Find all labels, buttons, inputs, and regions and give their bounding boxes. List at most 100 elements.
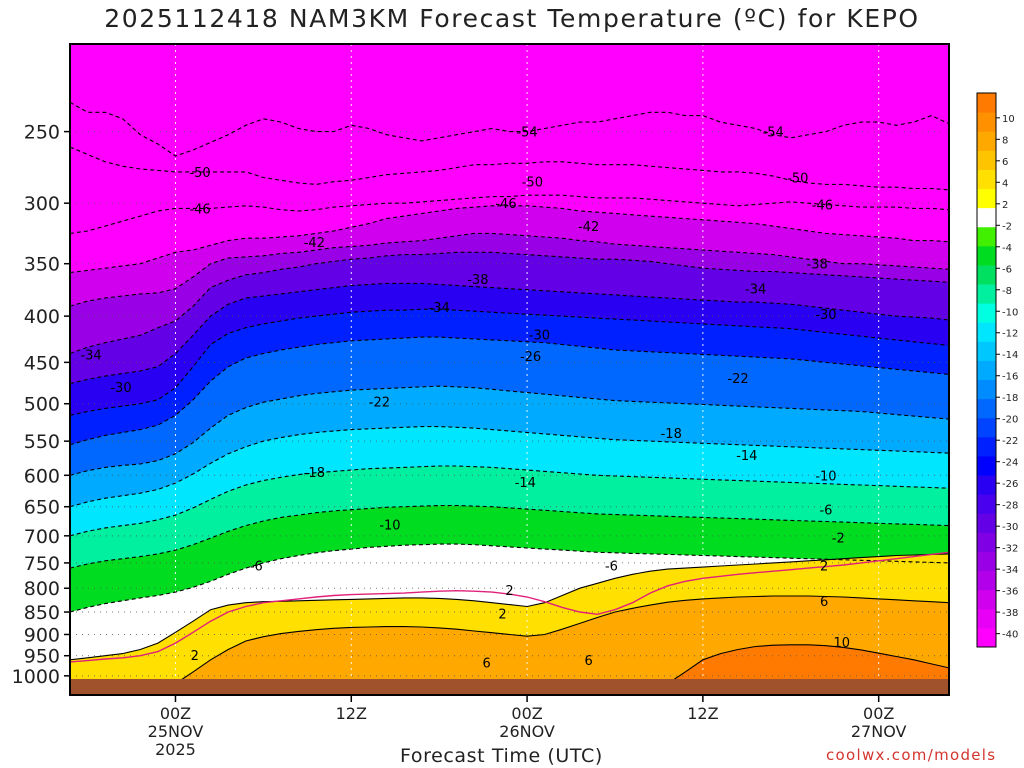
- colorbar-swatch: [977, 455, 996, 476]
- colorbar-swatch: [977, 112, 996, 132]
- contour-label: -42: [304, 236, 325, 251]
- contour-label: -30: [529, 328, 550, 343]
- colorbar-swatch: [977, 627, 996, 648]
- x-tick-label: 00Z: [511, 704, 542, 723]
- credit-link[interactable]: coolwx.com/models: [826, 746, 997, 764]
- colorbar-swatch: [977, 608, 996, 629]
- colorbar-swatch: [977, 245, 996, 266]
- contour-label: 6: [483, 657, 491, 672]
- colorbar-label: -16: [1002, 372, 1018, 383]
- colorbar-swatch: [977, 131, 996, 151]
- y-tick-label: 550: [24, 431, 60, 453]
- colorbar-swatch: [977, 93, 996, 113]
- isotherm-line: [70, 232, 949, 307]
- contour-label: -50: [189, 166, 210, 181]
- colorbar-swatch: [977, 226, 996, 247]
- colorbar-label: -2: [1002, 221, 1012, 232]
- colorbar-label: 6: [1002, 157, 1008, 168]
- y-tick-label: 350: [24, 254, 60, 276]
- colorbar-label: -18: [1002, 393, 1018, 404]
- y-tick-label: 750: [24, 553, 60, 575]
- terrain-ground: [70, 678, 949, 695]
- colorbar-swatch: [977, 264, 996, 285]
- x-axis-title: Forecast Time (UTC): [400, 745, 603, 767]
- contour-label: 10: [833, 636, 850, 651]
- colorbar-swatch: [977, 188, 996, 209]
- contour-label: -50: [522, 176, 543, 191]
- contour-label: -26: [520, 350, 541, 365]
- x-tick-label: 26NOV: [499, 722, 555, 741]
- y-tick-label: 300: [24, 193, 60, 215]
- x-tick-label: 27NOV: [851, 722, 907, 741]
- colorbar-label: -4: [1002, 243, 1012, 254]
- colorbar-label: -38: [1002, 608, 1018, 619]
- colorbar-label: -40: [1002, 630, 1018, 641]
- contour-label: 2: [505, 584, 513, 599]
- contour-label: -6: [250, 560, 263, 575]
- contour-label: 2: [191, 649, 199, 664]
- colorbar-swatch: [977, 589, 996, 610]
- colorbar-legend: 10 8 6 4 2 -2 -4 -6 -8 -10 -12 -14 -16 -18 -20 -22 -24 -2…: [976, 92, 1018, 648]
- isotherm-line: [70, 465, 949, 537]
- y-tick-label: 850: [24, 602, 60, 624]
- colorbar-swatch: [977, 551, 996, 572]
- colorbar-swatch: [977, 475, 996, 495]
- y-tick-label: 450: [24, 352, 60, 374]
- colorbar-label: -32: [1002, 544, 1018, 555]
- plot-frame: [69, 43, 950, 696]
- x-tick-label: 25NOV: [148, 722, 204, 741]
- contour-label: -30: [815, 308, 836, 323]
- colorbar-label: -8: [1002, 286, 1012, 297]
- colorbar-label: -20: [1002, 415, 1018, 426]
- y-tick-label: 950: [24, 646, 60, 668]
- contour-label: -22: [369, 395, 390, 410]
- colorbar-swatch: [977, 570, 996, 591]
- contour-label: -6: [605, 560, 618, 575]
- isotherm-line: [70, 426, 949, 508]
- x-tick-label: 12Z: [687, 704, 718, 723]
- colorbar-label: -6: [1002, 264, 1012, 275]
- isotherm-line: [70, 308, 949, 416]
- terrain-block: [70, 678, 949, 695]
- contour-label: -38: [807, 258, 828, 273]
- freezing-isotherm: [70, 551, 949, 663]
- contour-label: -10: [379, 518, 400, 533]
- colorbar-swatch: [977, 322, 996, 342]
- contour-label: -34: [429, 301, 450, 316]
- isotherm-line: [70, 146, 949, 191]
- colorbar-swatch: [977, 532, 996, 552]
- colorbar-label: -22: [1002, 436, 1018, 447]
- contour-label: -18: [661, 427, 682, 442]
- colorbar-label: -12: [1002, 329, 1018, 340]
- y-tick-label: 600: [24, 465, 60, 487]
- colorbar-swatch: [977, 284, 996, 304]
- colorbar-swatch: [977, 207, 996, 228]
- contour-label: -18: [304, 466, 325, 481]
- isotherm-line: [70, 282, 949, 385]
- colorbar-swatch: [977, 494, 996, 514]
- contour-label: 2: [498, 607, 506, 622]
- chart-title: 2025112418 NAM3KM Forecast Temperature (…: [104, 4, 920, 33]
- colorbar-label: 8: [1002, 135, 1008, 146]
- y-tick-label: 800: [24, 578, 60, 600]
- contour-label: -46: [495, 197, 516, 212]
- colorbar-swatch: [977, 379, 996, 400]
- colorbar-label: 10: [1002, 114, 1015, 125]
- isotherm-line: [70, 101, 949, 157]
- contour-label: 6: [820, 595, 828, 610]
- y-tick-label: 700: [24, 526, 60, 548]
- colorbar-label: -28: [1002, 501, 1018, 512]
- colorbar-swatch: [977, 169, 996, 190]
- y-tick-label: 900: [24, 624, 60, 646]
- contour-label: -38: [467, 273, 488, 288]
- y-tick-label: 650: [24, 497, 60, 519]
- pressure-axis: 2503003504004505005506006507007508008509…: [12, 122, 70, 688]
- colorbar-label: -36: [1002, 587, 1018, 598]
- colorbar-frame: [976, 92, 997, 648]
- contour-label: -54: [763, 126, 784, 141]
- colorbar-label: -10: [1002, 307, 1018, 318]
- colorbar-swatch: [977, 513, 996, 533]
- y-tick-label: 1000: [12, 666, 60, 688]
